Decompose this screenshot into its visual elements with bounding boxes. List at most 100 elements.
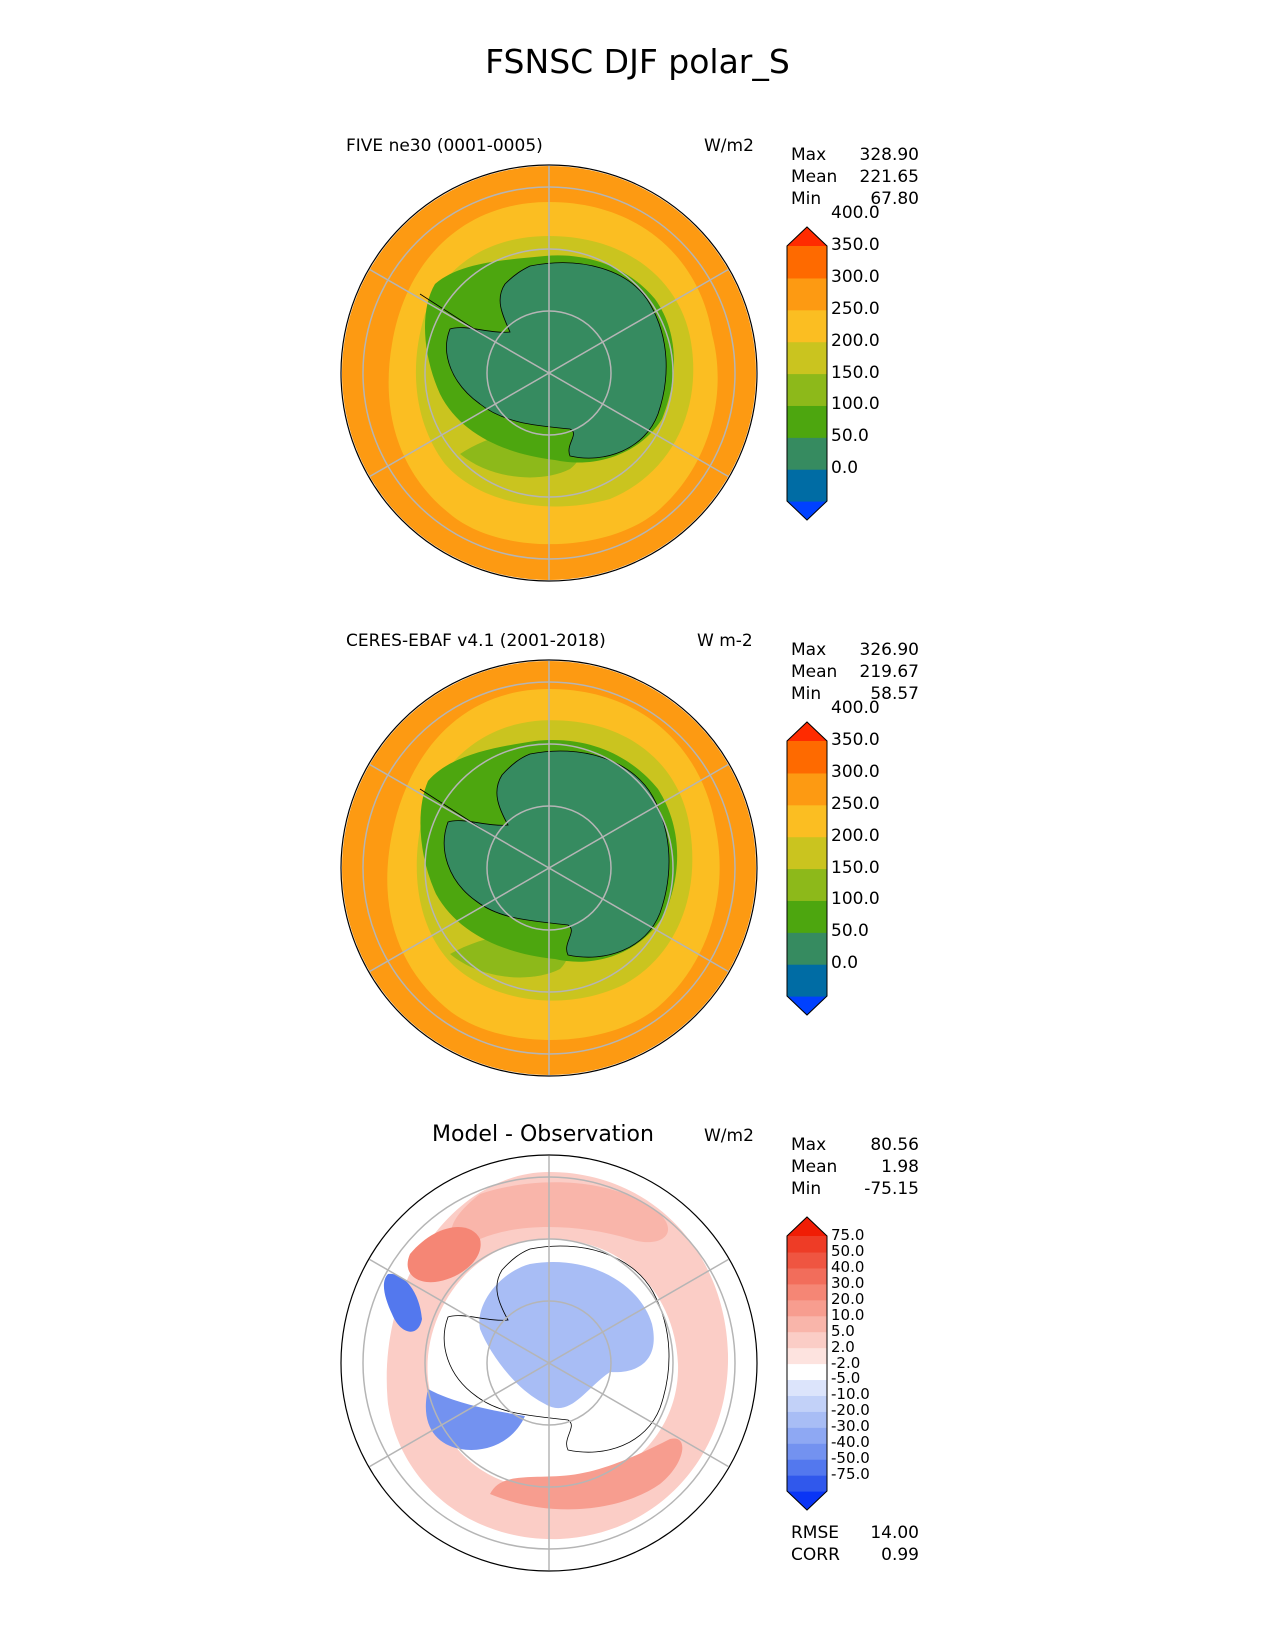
colorbar-tick-label: 50.0	[831, 426, 869, 447]
colorbar-tick-label: 300.0	[831, 761, 880, 782]
metric-rmse: RMSE 14.00	[791, 1522, 919, 1544]
colorbar-level	[787, 1411, 827, 1428]
colorbar-levels	[787, 722, 827, 1015]
colorbar-tick-label: -40.0	[831, 1433, 870, 1452]
stat-max: Max 80.56	[791, 1134, 919, 1156]
stat-min: Min -75.15	[791, 1178, 919, 1200]
stat-value: 58.57	[870, 684, 919, 704]
colorbar-tick-label: -2.0	[831, 1353, 861, 1372]
panel-title: FIVE ne30 (0001-0005)	[346, 136, 543, 156]
stat-value: -75.15	[864, 1179, 919, 1199]
stat-min: Min 67.80	[791, 188, 919, 210]
stat-label: Max	[791, 1135, 827, 1155]
colorbar-tick-label: 100.0	[831, 889, 880, 910]
colorbar-level	[787, 437, 827, 470]
panel-units: W/m2	[704, 1126, 754, 1146]
colorbar-tick-label: -50.0	[831, 1449, 870, 1468]
panel-title: Model - Observation	[432, 1122, 654, 1147]
panel-difference: Model - Observation W/m2 Max 80.56 Mean 1.…	[0, 990, 1275, 1572]
colorbar-tick-label: 0.0	[831, 458, 859, 479]
stat-label: Min	[791, 1179, 822, 1199]
colorbar-level	[787, 246, 827, 279]
colorbar-outline	[786, 1216, 828, 1511]
colorbar	[786, 226, 828, 521]
figure-title: FSNSC DJF polar_S	[485, 42, 790, 81]
field-positive-ring	[386, 1172, 729, 1540]
stat-value: 328.90	[859, 145, 919, 165]
colorbar-extend-min	[787, 501, 827, 520]
panel-units: W m-2	[697, 631, 753, 651]
graticule	[362, 661, 736, 1075]
panel-units: W/m2	[704, 136, 754, 156]
stat-value: 67.80	[870, 189, 919, 209]
field-positive-ring-south	[490, 1438, 683, 1510]
colorbar-tick-label: 250.0	[831, 298, 880, 319]
colorbar-level	[787, 1379, 827, 1396]
panel-title: CERES-EBAF v4.1 (2001-2018)	[346, 631, 606, 651]
colorbar-tick-label: 150.0	[831, 857, 880, 878]
colorbar-tick-label: 50.0	[831, 921, 869, 942]
colorbar-level	[787, 1475, 827, 1492]
colorbar-levels	[787, 1217, 827, 1510]
metric-value: 14.00	[870, 1523, 919, 1543]
colorbar-tick-label: 350.0	[831, 235, 880, 255]
colorbar-tick-label: -75.0	[831, 1465, 870, 1484]
colorbar-level	[787, 277, 827, 311]
polar-map	[340, 164, 758, 582]
stats-box: Max 328.90 Mean 221.65 Min 67.80	[791, 144, 919, 210]
stat-label: Mean	[791, 1157, 838, 1177]
colorbar	[786, 721, 828, 1016]
stat-value: 221.65	[859, 167, 919, 187]
colorbar-level	[787, 1347, 827, 1365]
panel-observation: CERES-EBAF v4.1 (2001-2018) W m-2 Max 326…	[0, 495, 1275, 1077]
colorbar-level	[787, 1283, 827, 1301]
graticule	[362, 166, 736, 580]
colorbar-extend-max	[787, 722, 827, 741]
colorbar-level	[787, 1427, 827, 1444]
colorbar-tick-label: -10.0	[831, 1385, 870, 1404]
stat-label: Max	[791, 640, 827, 660]
graticule	[362, 1156, 736, 1570]
colorbar-level	[787, 1443, 827, 1460]
colorbar-level	[787, 309, 827, 343]
colorbar-level	[787, 804, 827, 838]
field-positive-10	[451, 1182, 669, 1243]
stat-label: Mean	[791, 662, 838, 682]
polar-map	[340, 659, 758, 1077]
colorbar-tick-label: 300.0	[831, 266, 880, 287]
colorbar-tick-label: 30.0	[831, 1273, 865, 1292]
colorbar-level	[787, 772, 827, 806]
stat-max: Max 326.90	[791, 639, 919, 661]
colorbar-level	[787, 373, 827, 406]
colorbar-level	[787, 868, 827, 901]
stats-box: Max 326.90 Mean 219.67 Min 58.57	[791, 639, 919, 705]
colorbar-outline	[786, 226, 828, 521]
colorbar-tick-label: 20.0	[831, 1289, 865, 1308]
colorbar	[786, 1216, 828, 1511]
stat-value: 1.98	[881, 1157, 919, 1177]
colorbar-levels	[787, 227, 827, 520]
colorbar-level	[787, 1331, 827, 1349]
colorbar-level	[787, 900, 827, 933]
stat-mean: Mean 1.98	[791, 1156, 919, 1178]
stat-value: 326.90	[859, 640, 919, 660]
colorbar-tick-label: -20.0	[831, 1401, 870, 1420]
metric-label: RMSE	[791, 1523, 840, 1543]
colorbar-extend-max	[787, 1217, 827, 1236]
metric-label: CORR	[791, 1545, 840, 1565]
colorbar-extend-max	[787, 227, 827, 246]
colorbar-tick-label: -5.0	[831, 1369, 861, 1388]
colorbar-level	[787, 405, 827, 438]
colorbar-tick-label: 200.0	[831, 330, 880, 351]
metric-corr: CORR 0.99	[791, 1544, 919, 1566]
colorbar-tick-label: 350.0	[831, 730, 880, 750]
colorbar-level	[787, 1251, 827, 1269]
colorbar-level	[787, 469, 827, 502]
colorbar-level	[787, 932, 827, 965]
colorbar-tick-label: 150.0	[831, 362, 880, 383]
field-negative-30	[383, 1273, 422, 1332]
colorbar-level	[787, 964, 827, 997]
error-metrics: RMSE 14.00 CORR 0.99	[791, 1522, 919, 1566]
colorbar-tick-label: 75.0	[831, 1226, 865, 1244]
stats-box: Max 80.56 Mean 1.98 Min -75.15	[791, 1134, 919, 1200]
